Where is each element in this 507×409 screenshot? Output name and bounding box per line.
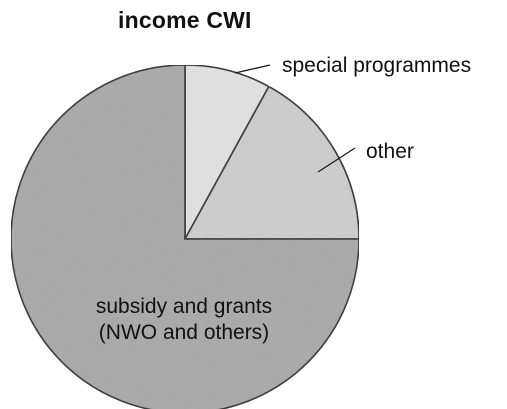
slice-label-2: other	[366, 140, 414, 163]
slice-label-3-line-1: subsidy and grants	[96, 295, 272, 318]
pie-slices	[10, 64, 360, 409]
leader-line-2	[317, 147, 356, 173]
slice-label-3: subsidy and grants (NWO and others)	[96, 295, 272, 344]
pie-slice-3	[10, 64, 360, 409]
slice-label-1: special programmes	[282, 54, 471, 77]
slice-label-2-line-1: other	[366, 140, 414, 163]
leader-line-1	[234, 64, 271, 74]
slice-label-3-line-2: (NWO and others)	[99, 321, 269, 344]
pie-slice-2	[183, 85, 360, 240]
slice-label-1-line-1: special programmes	[282, 54, 471, 77]
pie-labels: special programmes other subsidy and grant…	[96, 54, 471, 344]
chart-title: income CWI	[118, 7, 252, 33]
